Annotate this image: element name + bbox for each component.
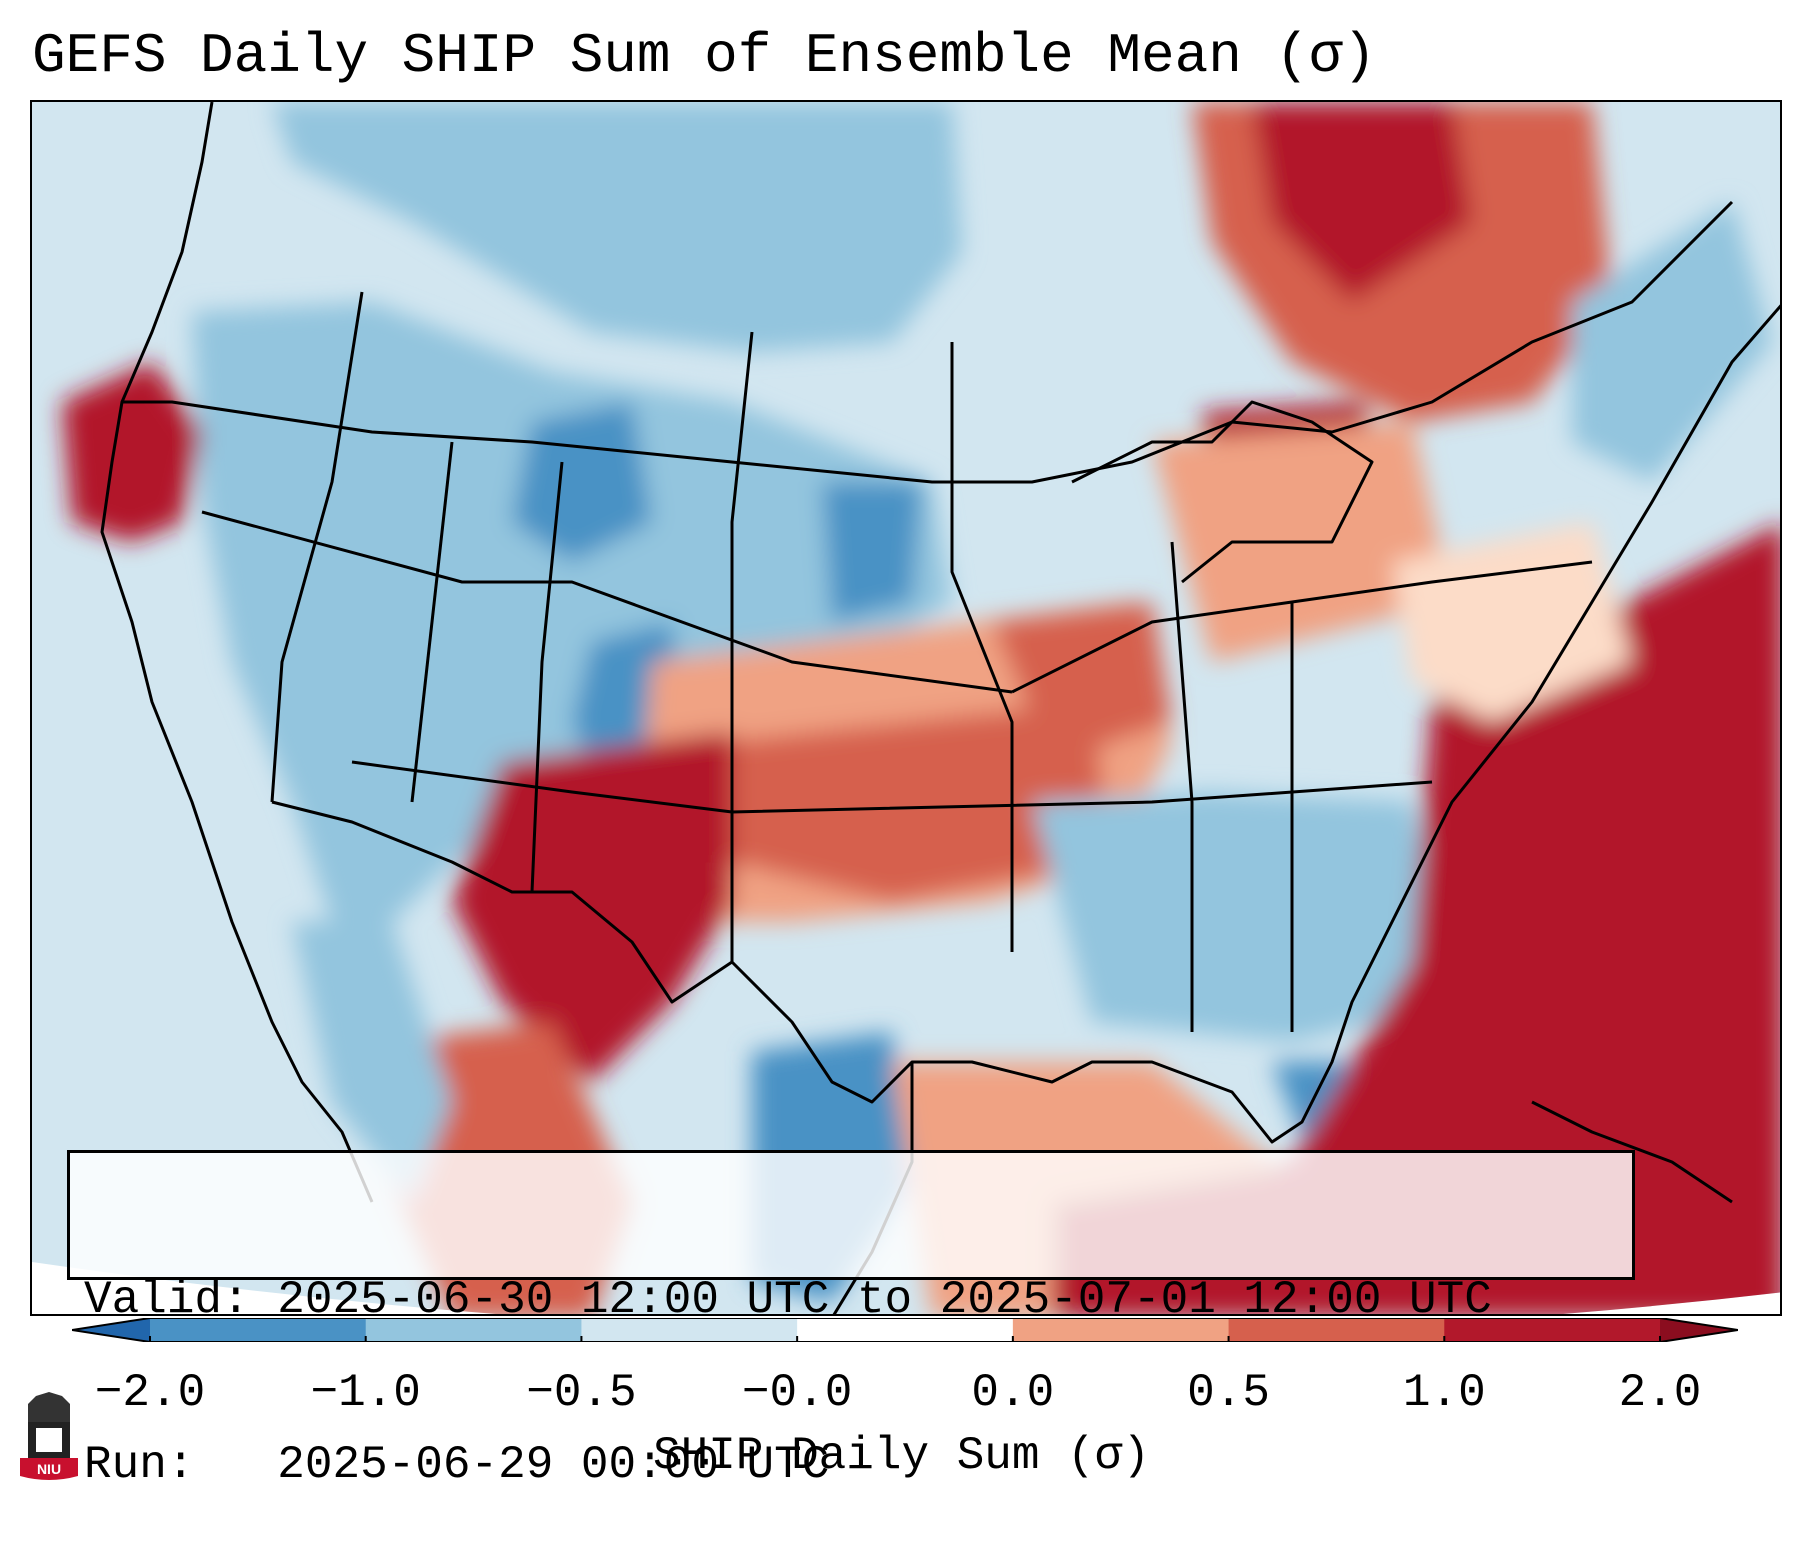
region-oklahoma-red <box>722 702 1112 902</box>
logo-text: NIU <box>37 1461 61 1477</box>
region-canada-blue <box>272 102 962 352</box>
pacific-coastline <box>100 102 374 1203</box>
colorbar-over-triangle <box>1660 1318 1738 1342</box>
colorado-line <box>530 461 564 893</box>
region-missouri-red <box>992 602 1172 762</box>
state-line-4 <box>1170 541 1194 1032</box>
region-newengland-blue <box>1572 202 1772 482</box>
run-value: 2025-06-29 00:00 UTC <box>277 1439 830 1491</box>
colorbar-segment <box>1444 1318 1661 1342</box>
state-line-2 <box>351 760 1433 814</box>
great-lakes <box>1071 400 1374 584</box>
canada-border <box>122 200 1734 484</box>
missouri-line <box>950 342 1014 952</box>
colorbar-tick-label: −2.0 <box>94 1367 206 1419</box>
colorbar-ticks <box>149 1336 1661 1342</box>
colorbar-tick-label: −0.5 <box>526 1367 637 1419</box>
map-svg <box>32 102 1780 1314</box>
colorbar-tick-label: 1.0 <box>1402 1367 1486 1419</box>
region-nebraska-dark <box>822 482 922 622</box>
colorbar-tick-label: 0.0 <box>971 1367 1055 1419</box>
colorbar-tick-label: 0.5 <box>1187 1367 1270 1419</box>
colorbar-label: SHIP Daily Sum (σ) <box>653 1430 1150 1482</box>
colorbar-segment <box>797 1318 1014 1342</box>
utah-line <box>410 441 454 803</box>
valid-run-box: Valid: 2025-06-30 12:00 UTC to 2025-07-0… <box>67 1150 1635 1491</box>
chart-title: GEFS Daily SHIP Sum of Ensemble Mean (σ) <box>32 24 1377 88</box>
run-row: Run: 2025-06-29 00:00 UTC <box>84 1438 1632 1493</box>
run-label: Run: <box>84 1439 195 1491</box>
region-quebec-dark <box>1252 102 1472 302</box>
map-panel <box>30 100 1782 1316</box>
colorbar <box>72 1318 1738 1342</box>
region-southeast-blue <box>1032 792 1452 1042</box>
logo-tower-top <box>28 1392 70 1422</box>
logo-window <box>36 1428 62 1452</box>
us-south-coast <box>271 304 1780 1144</box>
colorbar-tick-label: −0.0 <box>741 1367 853 1419</box>
logo-banner <box>20 1458 78 1480</box>
colorbar-tick-label: 2.0 <box>1618 1367 1702 1419</box>
colorbar-segments <box>150 1318 1661 1342</box>
colorbar-segment <box>1228 1318 1445 1342</box>
colorbar-segment <box>150 1318 367 1342</box>
boundaries <box>100 102 1780 1314</box>
state-line-1 <box>201 510 1013 694</box>
region-pnw-red <box>62 362 202 542</box>
colorbar-segment <box>581 1318 798 1342</box>
colorbar-under-triangle <box>72 1318 150 1342</box>
region-baja-blue <box>292 922 452 1202</box>
nevada-line <box>270 291 364 803</box>
niu-logo: NIU <box>20 1392 78 1480</box>
cuba-outline <box>1531 1100 1733 1204</box>
colorbar-segment <box>1012 1318 1230 1342</box>
kansas-line <box>730 331 754 962</box>
region-midatlantic-peach <box>1392 522 1632 722</box>
colorbar-tick-label: −1.0 <box>310 1367 421 1419</box>
anomaly-field <box>32 102 1780 1314</box>
colorbar-segment <box>365 1318 582 1342</box>
region-atlantic-red <box>1052 522 1780 1314</box>
